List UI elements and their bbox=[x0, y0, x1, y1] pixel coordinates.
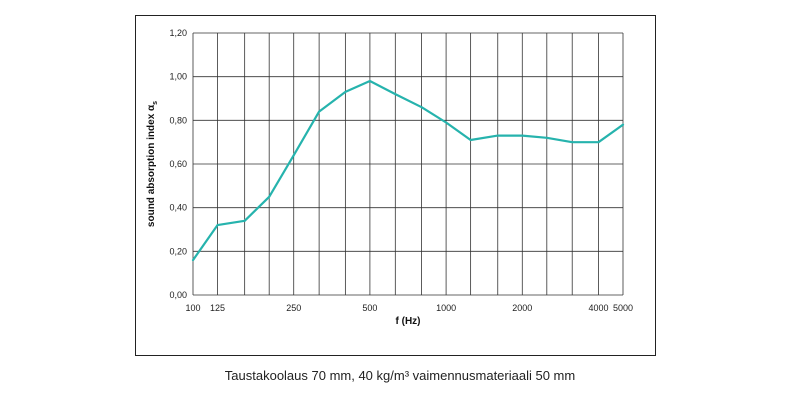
series-line bbox=[191, 79, 625, 262]
y-tick-label: 0,20 bbox=[169, 246, 187, 256]
x-tick-label: 100 bbox=[185, 303, 200, 313]
y-tick-label: 1,20 bbox=[169, 28, 187, 38]
x-tick-label: 500 bbox=[362, 303, 377, 313]
series-layer bbox=[191, 79, 625, 262]
x-tick-label: 4000 bbox=[588, 303, 608, 313]
x-tick-label: 5000 bbox=[613, 303, 633, 313]
chart-caption: Taustakoolaus 70 mm, 40 kg/m³ vaimennusm… bbox=[224, 368, 576, 383]
x-tick-label: 2000 bbox=[512, 303, 532, 313]
y-tick-label: 0,40 bbox=[169, 203, 187, 213]
grid bbox=[192, 32, 624, 296]
x-tick-label: 125 bbox=[210, 303, 225, 313]
x-tick-label: 250 bbox=[286, 303, 301, 313]
tick-labels: 0,00 0,20 0,40 0,60 0,80 1,00 1,20 100 125 250 500… bbox=[169, 28, 633, 313]
y-tick-label: 1,00 bbox=[169, 72, 187, 82]
x-axis-label: f (Hz) bbox=[396, 316, 421, 327]
sound-absorption-chart: 0,00 0,20 0,40 0,60 0,80 1,00 1,20 100 125 250 500… bbox=[146, 28, 633, 327]
chart-frame: 0,00 0,20 0,40 0,60 0,80 1,00 1,20 100 125 250 500… bbox=[135, 15, 656, 356]
y-tick-label: 0,80 bbox=[169, 115, 187, 125]
y-tick-label: 0,60 bbox=[169, 159, 187, 169]
x-tick-label: 1000 bbox=[436, 303, 456, 313]
y-axis-label: sound absorption index αs bbox=[146, 101, 159, 227]
y-tick-label: 0,00 bbox=[169, 290, 187, 300]
